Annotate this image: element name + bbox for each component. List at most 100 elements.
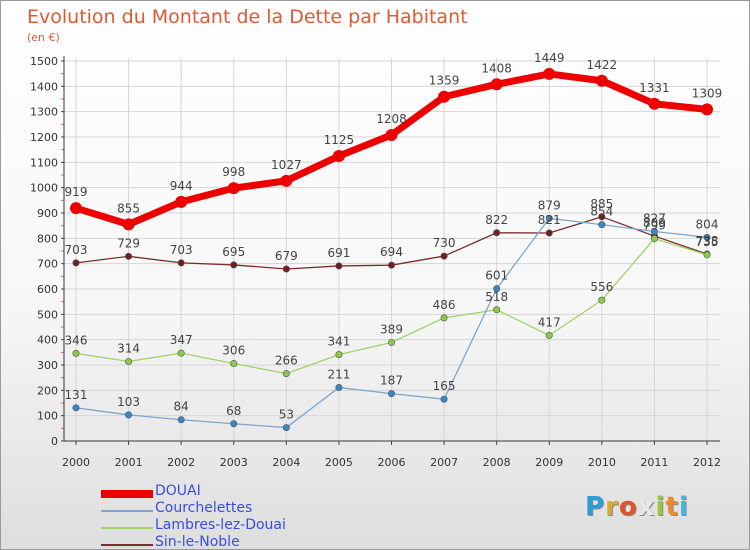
data-label-lambres-lez-douai: 346 xyxy=(65,333,88,347)
data-point-lambres-lez-douai xyxy=(72,349,80,357)
data-point-courchelettes xyxy=(703,233,711,241)
y-tick-label: 900 xyxy=(37,207,58,220)
x-tick-label: 2009 xyxy=(535,456,563,469)
legend-label: Lambres-lez-Douai xyxy=(155,517,286,533)
data-point-courchelettes xyxy=(493,285,501,293)
data-label-douai: 1208 xyxy=(376,112,407,126)
data-label-courchelettes: 601 xyxy=(485,269,508,283)
data-label-sin-le-noble: 821 xyxy=(538,213,561,227)
data-label-douai: 1027 xyxy=(271,158,302,172)
logo-letter: i xyxy=(678,492,689,522)
data-label-douai: 1331 xyxy=(639,81,670,95)
x-tick-label: 2005 xyxy=(325,456,353,469)
data-label-sin-le-noble: 822 xyxy=(485,213,508,227)
data-point-courchelettes xyxy=(440,395,448,403)
data-label-sin-le-noble: 809 xyxy=(643,216,666,230)
proxiti-logo: Proxiti xyxy=(585,492,689,522)
data-point-lambres-lez-douai xyxy=(545,331,553,339)
logo-letter: i xyxy=(655,492,666,522)
data-label-courchelettes: 103 xyxy=(117,395,140,409)
data-label-sin-le-noble: 738 xyxy=(696,234,719,248)
data-point-sin-le-noble xyxy=(335,262,343,270)
data-label-lambres-lez-douai: 341 xyxy=(327,335,350,349)
data-label-sin-le-noble: 703 xyxy=(65,243,88,257)
data-point-douai xyxy=(490,78,503,91)
data-label-courchelettes: 165 xyxy=(433,379,456,393)
data-point-courchelettes xyxy=(545,214,553,222)
data-label-sin-le-noble: 730 xyxy=(433,236,456,250)
y-tick-label: 700 xyxy=(37,258,58,271)
data-point-sin-le-noble xyxy=(598,213,606,221)
y-tick-label: 400 xyxy=(37,334,58,347)
data-point-courchelettes xyxy=(335,384,343,392)
x-tick-label: 2011 xyxy=(640,456,668,469)
data-point-douai xyxy=(701,103,713,116)
data-point-sin-le-noble xyxy=(440,252,448,260)
data-point-douai xyxy=(70,202,82,215)
series-group xyxy=(70,67,713,432)
y-tick-label: 0 xyxy=(51,435,58,448)
data-label-lambres-lez-douai: 347 xyxy=(170,333,193,347)
data-point-lambres-lez-douai xyxy=(650,235,658,243)
x-tick-label: 2008 xyxy=(483,456,511,469)
x-tick-label: 2001 xyxy=(115,456,143,469)
data-point-lambres-lez-douai xyxy=(230,359,238,367)
x-tick-label: 2007 xyxy=(430,456,458,469)
data-label-lambres-lez-douai: 486 xyxy=(433,298,456,312)
data-point-courchelettes xyxy=(387,390,395,398)
data-labels: 919 855 944 998 1027 1125 1208 1359 1408 1449 1422… xyxy=(65,51,723,422)
legend-swatch xyxy=(101,489,153,498)
data-point-lambres-lez-douai xyxy=(125,357,133,365)
data-point-lambres-lez-douai xyxy=(703,251,711,259)
data-point-lambres-lez-douai xyxy=(493,306,501,314)
data-point-courchelettes xyxy=(650,227,658,235)
data-point-sin-le-noble xyxy=(387,261,395,269)
x-tick-label: 2006 xyxy=(378,456,406,469)
data-point-douai xyxy=(595,74,608,87)
data-point-lambres-lez-douai xyxy=(335,351,343,359)
data-label-lambres-lez-douai: 314 xyxy=(117,341,140,355)
data-label-douai: 998 xyxy=(222,165,245,179)
data-label-douai: 919 xyxy=(65,185,88,199)
logo-letter: o xyxy=(618,492,638,522)
data-point-lambres-lez-douai xyxy=(282,370,290,378)
data-label-courchelettes: 84 xyxy=(174,400,189,414)
data-label-courchelettes: 68 xyxy=(226,404,241,418)
data-label-lambres-lez-douai: 389 xyxy=(380,322,403,336)
data-point-courchelettes xyxy=(282,424,290,432)
data-point-sin-le-noble xyxy=(493,229,501,237)
data-label-courchelettes: 131 xyxy=(65,388,88,402)
data-label-sin-le-noble: 885 xyxy=(590,197,613,211)
data-point-douai xyxy=(543,67,556,80)
data-point-douai xyxy=(227,182,240,195)
data-label-lambres-lez-douai: 556 xyxy=(590,280,613,294)
data-point-lambres-lez-douai xyxy=(598,296,606,304)
data-point-lambres-lez-douai xyxy=(387,338,395,346)
data-label-sin-le-noble: 729 xyxy=(117,236,140,250)
data-label-douai: 1309 xyxy=(692,86,723,100)
data-label-courchelettes: 211 xyxy=(327,368,350,382)
data-point-lambres-lez-douai xyxy=(440,314,448,322)
data-point-courchelettes xyxy=(72,404,80,412)
legend-label: DOUAI xyxy=(155,483,201,499)
legend-label: Courchelettes xyxy=(155,500,253,516)
data-label-lambres-lez-douai: 417 xyxy=(538,315,561,329)
data-label-courchelettes: 854 xyxy=(590,205,613,219)
y-tick-label: 1000 xyxy=(30,182,58,195)
data-point-douai xyxy=(648,97,661,110)
y-tick-label: 1300 xyxy=(30,106,58,119)
axes: 0 100 200 300 400 500 600 700 800 900 1000 1100 1200… xyxy=(30,55,721,469)
data-label-douai: 1449 xyxy=(534,51,565,65)
data-point-sin-le-noble xyxy=(230,261,238,269)
y-tick-label: 100 xyxy=(37,410,58,423)
chart-unit-label: (en €) xyxy=(27,31,60,44)
data-label-lambres-lez-douai: 266 xyxy=(275,354,298,368)
legend-swatch xyxy=(101,509,153,512)
y-tick-label: 1400 xyxy=(30,80,58,93)
data-label-sin-le-noble: 695 xyxy=(222,245,245,259)
x-tick-label: 2003 xyxy=(220,456,248,469)
legend-label: Sin-le-Noble xyxy=(155,534,240,550)
data-point-sin-le-noble xyxy=(72,259,80,267)
